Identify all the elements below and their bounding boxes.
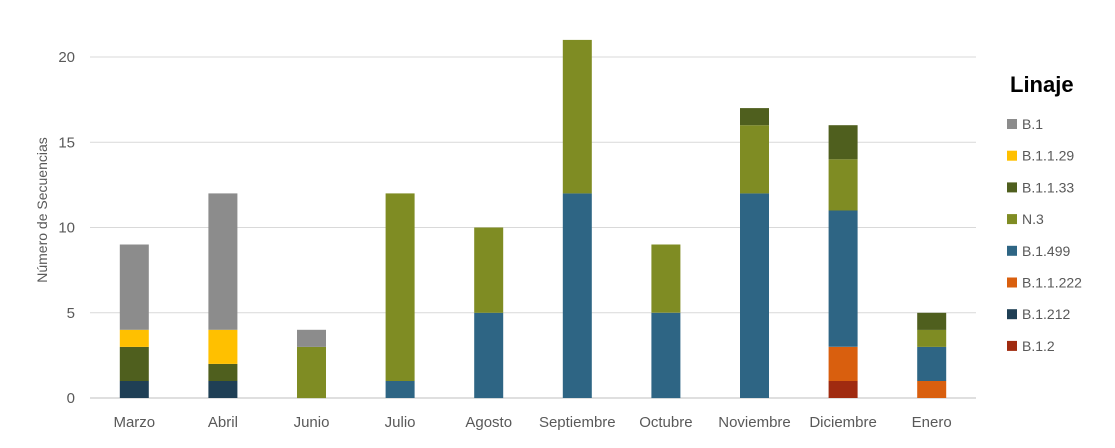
bar-segment [917,346,947,381]
legend-label: B.1.1.33 [1022,179,1074,195]
bar-segment [828,210,858,347]
legend-swatch [1007,309,1017,320]
legend-label: B.1.499 [1022,243,1070,259]
x-tick-label: Diciembre [809,414,877,431]
bar-segment [119,380,149,398]
bar-segment [385,193,415,381]
bar-segment [119,329,149,347]
legend-swatch [1007,245,1017,256]
legend-swatch [1007,340,1017,351]
bar-segment [208,193,238,330]
bar-segment [208,363,238,381]
x-tick-label: Agosto [465,414,512,431]
legend-swatch [1007,150,1017,161]
bar-segment [917,380,947,398]
x-tick-label: Octubre [639,414,692,431]
legend-label: B.1.1.222 [1022,275,1082,291]
bar-segment [651,244,681,313]
bar-segment [474,227,504,313]
y-tick-label: 15 [58,134,75,151]
bar-segment [651,312,681,399]
y-axis-ticks: 0 5 10 15 20 [58,49,75,407]
bar-segment [828,380,858,398]
bar-segment [740,125,769,194]
legend-swatch [1007,214,1017,225]
bar-segment [562,39,592,194]
gridlines [90,56,976,399]
x-tick-label: Septiembre [539,414,616,431]
legend-label: B.1.1.29 [1022,148,1074,164]
x-tick-label: Enero [912,414,952,431]
bar-segment [917,312,947,330]
bar-segment [740,108,769,126]
bar-segment [208,380,238,398]
bar-segment [562,193,592,398]
legend-title: Linaje [1010,72,1074,97]
x-tick-label: Marzo [113,414,155,431]
legend-label: B.1.212 [1022,306,1070,322]
legend-swatch [1007,277,1017,288]
legend-label: B.1.2 [1022,338,1055,354]
y-tick-label: 10 [58,220,75,237]
bar-segment [119,244,149,330]
x-tick-label: Julio [385,414,416,431]
bar-segment [297,329,326,347]
bar-segment [208,329,238,364]
legend-label: N.3 [1022,211,1044,227]
legend-swatch [1007,182,1017,193]
y-tick-label: 20 [58,49,75,66]
bar-segment [828,159,858,211]
y-tick-label: 5 [67,305,75,322]
x-axis-ticks: Marzo Abril Junio Julio Agosto Septiembre Octu… [113,414,951,431]
x-tick-label: Junio [294,414,330,431]
bar-segment [917,329,947,347]
y-axis-label: Número de Secuencias [34,137,50,283]
bar-segment [828,346,858,381]
bars [119,39,947,399]
x-tick-label: Noviembre [718,414,791,431]
legend-label: B.1 [1022,116,1043,132]
bar-segment [119,346,149,381]
legend: B.1 B.1.1.29 B.1.1.33 N.3 B.1.499 B.1.1.222 B.… [1007,116,1082,354]
legend-swatch [1007,119,1017,129]
x-tick-label: Abril [208,414,238,431]
y-tick-label: 0 [67,390,75,407]
bar-segment [828,125,858,160]
bar-segment [740,193,769,398]
bar-segment [385,380,415,398]
bar-segment [297,346,326,399]
bar-segment [474,312,504,399]
